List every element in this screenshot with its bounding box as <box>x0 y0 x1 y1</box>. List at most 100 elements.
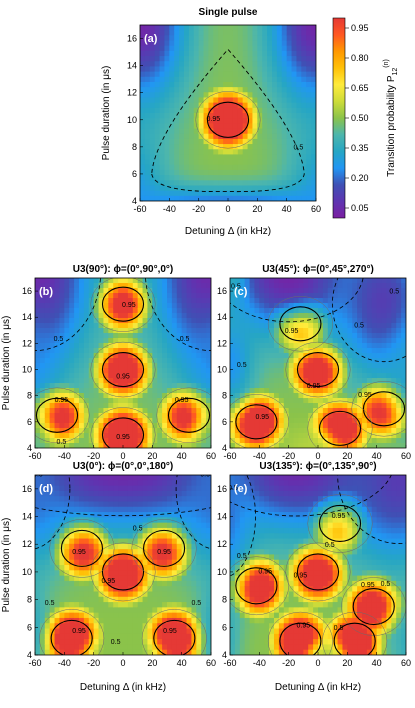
heatmap-cell <box>191 313 196 319</box>
heatmap-cell <box>103 363 108 369</box>
heatmap-cell <box>333 438 338 444</box>
heatmap-cell <box>89 586 94 592</box>
heatmap-cell <box>140 82 145 88</box>
heatmap-cell <box>218 160 223 166</box>
heatmap-cell <box>99 278 104 284</box>
heatmap-cell <box>238 77 243 83</box>
heatmap-cell <box>240 423 245 429</box>
heatmap-cell <box>84 298 89 304</box>
heatmap-cell <box>157 533 162 539</box>
heatmap-cell <box>162 358 167 364</box>
heatmap-cell <box>333 368 338 374</box>
heatmap-cell <box>323 293 328 299</box>
heatmap-cell <box>382 353 387 359</box>
heatmap-cell <box>50 303 55 309</box>
heatmap-cell <box>279 343 284 349</box>
heatmap-cell <box>352 343 357 349</box>
heatmap-cell <box>204 82 209 88</box>
heatmap-cell <box>279 303 284 309</box>
heatmap-cell <box>277 191 282 197</box>
heatmap-cell <box>296 154 301 160</box>
heatmap-cell <box>162 408 167 414</box>
heatmap-cell <box>123 565 128 571</box>
heatmap-cell <box>35 549 40 555</box>
heatmap-cell <box>184 134 189 140</box>
heatmap-cell <box>367 408 372 414</box>
heatmap-cell <box>269 298 274 304</box>
heatmap-cell <box>177 343 182 349</box>
heatmap-cell <box>79 328 84 334</box>
heatmap-cell <box>213 30 218 36</box>
heatmap-cell <box>113 613 118 619</box>
heatmap-cell <box>55 581 60 587</box>
heatmap-cell <box>55 517 60 523</box>
heatmap-cell <box>372 303 377 309</box>
heatmap-cell <box>160 118 165 124</box>
heatmap-cell <box>84 278 89 284</box>
heatmap-cell <box>184 25 189 31</box>
heatmap-cell <box>69 393 74 399</box>
heatmap-cell <box>189 103 194 109</box>
heatmap-cell <box>328 403 333 409</box>
heatmap-cell <box>189 35 194 41</box>
heatmap-cell <box>172 358 177 364</box>
heatmap-cell <box>174 82 179 88</box>
heatmap-cell <box>108 308 113 314</box>
heatmap-cell <box>99 507 104 513</box>
heatmap-cell <box>284 393 289 399</box>
heatmap-cell <box>103 623 108 629</box>
heatmap-cell <box>59 388 64 394</box>
heatmap-cell <box>157 383 162 389</box>
heatmap-cell <box>50 368 55 374</box>
heatmap-cell <box>162 507 167 513</box>
heatmap-cell <box>59 629 64 635</box>
heatmap-cell <box>35 378 40 384</box>
heatmap-cell <box>248 56 253 62</box>
heatmap-cell <box>45 517 50 523</box>
heatmap-cell <box>269 413 274 419</box>
heatmap-cell <box>292 66 297 72</box>
heatmap-cell <box>248 165 253 171</box>
heatmap-cell <box>308 403 313 409</box>
heatmap-cell <box>84 618 89 624</box>
heatmap-cell <box>174 191 179 197</box>
heatmap-cell <box>150 108 155 114</box>
heatmap-cell <box>140 139 145 145</box>
heatmap-cell <box>204 108 209 114</box>
heatmap-cell <box>94 576 99 582</box>
heatmap-cell <box>277 123 282 129</box>
heatmap-cell <box>272 30 277 36</box>
heatmap-cell <box>157 378 162 384</box>
heatmap-cell <box>140 72 145 78</box>
heatmap-cell <box>40 313 45 319</box>
heatmap-cell <box>282 191 287 197</box>
heatmap-cell <box>240 303 245 309</box>
heatmap-cell <box>118 358 123 364</box>
heatmap-cell <box>35 368 40 374</box>
heatmap-cell <box>172 288 177 294</box>
heatmap-cell <box>386 413 391 419</box>
heatmap-cell <box>138 533 143 539</box>
heatmap-cell <box>160 129 165 135</box>
heatmap-cell <box>89 278 94 284</box>
heatmap-cell <box>179 170 184 176</box>
heatmap-cell <box>118 491 123 497</box>
heatmap-cell <box>162 363 167 369</box>
heatmap-cell <box>74 353 79 359</box>
heatmap-cell <box>187 288 192 294</box>
heatmap-cell <box>174 66 179 72</box>
heatmap-cell <box>245 353 250 359</box>
heatmap-cell <box>235 318 240 324</box>
heatmap-cell <box>233 113 238 119</box>
heatmap-cell <box>133 576 138 582</box>
heatmap-cell <box>94 623 99 629</box>
heatmap-cell <box>240 298 245 304</box>
heatmap-cell <box>230 303 235 309</box>
heatmap-cell <box>308 323 313 329</box>
heatmap-cell <box>118 591 123 597</box>
heatmap-cell <box>372 313 377 319</box>
heatmap-cell <box>79 480 84 486</box>
heatmap-cell <box>233 154 238 160</box>
heatmap-cell <box>272 129 277 135</box>
heatmap-cell <box>250 293 255 299</box>
